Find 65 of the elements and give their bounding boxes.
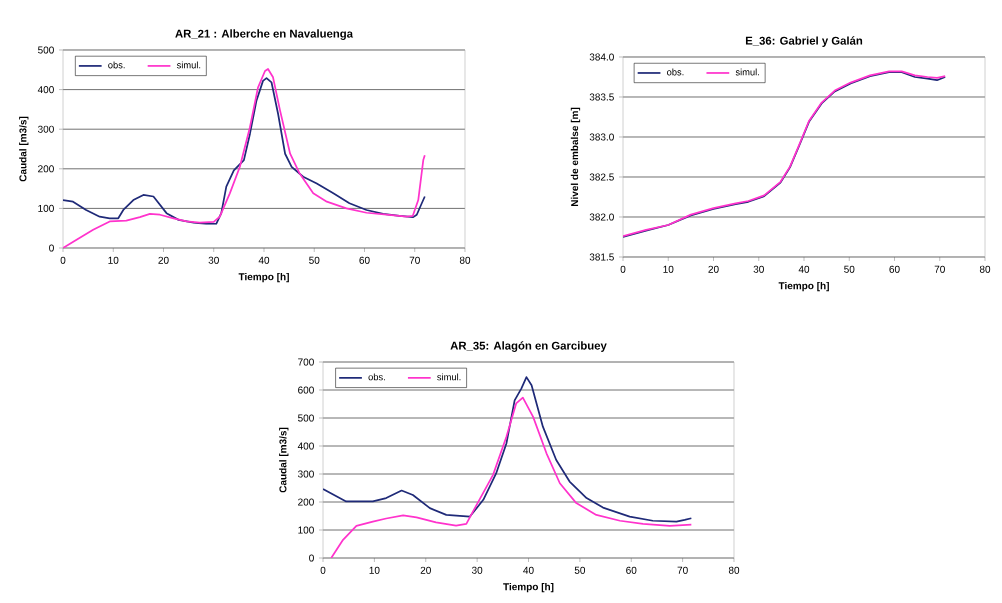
y-tick-label: 200 bbox=[38, 165, 54, 173]
line-series bbox=[330, 396, 693, 558]
y-tick-label: 100 bbox=[38, 204, 54, 212]
y-tick-label: 0 bbox=[49, 244, 54, 252]
y-tick-label: 500 bbox=[298, 414, 314, 422]
legend-label: obs. bbox=[368, 373, 385, 381]
x-tick-label: 20 bbox=[158, 256, 169, 264]
y-tick-label: 0 bbox=[309, 554, 314, 562]
y-tick-label: 200 bbox=[298, 498, 314, 506]
legend-label: simul. bbox=[735, 68, 759, 76]
x-tick-label: 50 bbox=[309, 256, 320, 264]
y-axis-title: Nivel de embalse [m] bbox=[570, 107, 581, 207]
x-tick-label: 10 bbox=[369, 566, 380, 574]
y-tick-label: 400 bbox=[37, 86, 54, 94]
y-tick-label: 100 bbox=[298, 526, 314, 534]
y-tick-label: 383.5 bbox=[589, 93, 614, 101]
x-tick-label: 50 bbox=[574, 566, 586, 574]
x-axis-title: Tiempo [h] bbox=[778, 281, 829, 292]
y-tick-label: 400 bbox=[297, 442, 314, 450]
x-tick-label: 70 bbox=[409, 256, 420, 264]
x-tick-label: 30 bbox=[753, 265, 764, 273]
x-tick-label: 80 bbox=[459, 256, 471, 264]
x-tick-label: 60 bbox=[889, 265, 900, 273]
legend-label: simul. bbox=[437, 373, 461, 381]
x-tick-label: 40 bbox=[258, 256, 270, 264]
x-tick-label: 80 bbox=[979, 265, 991, 273]
y-tick-label: 382.5 bbox=[589, 173, 614, 181]
y-tick-label: 383.0 bbox=[589, 133, 614, 141]
x-tick-label: 70 bbox=[677, 566, 688, 574]
legend-label: simul. bbox=[176, 61, 201, 69]
x-tick-label: 0 bbox=[60, 256, 66, 264]
x-tick-label: 80 bbox=[728, 566, 740, 574]
y-axis-title: Caudal [m3/s] bbox=[19, 116, 29, 182]
line-series bbox=[63, 77, 426, 225]
line-series bbox=[63, 68, 426, 248]
y-tick-label: 700 bbox=[298, 358, 314, 366]
legend-label: obs. bbox=[667, 68, 684, 76]
y-tick-label: 300 bbox=[37, 125, 54, 133]
y-tick-label: 600 bbox=[298, 386, 314, 394]
x-tick-label: 70 bbox=[934, 265, 945, 273]
chart-title: AR_21 : Alberche en Navaluenga bbox=[175, 29, 354, 40]
x-tick-label: 0 bbox=[620, 265, 626, 273]
x-tick-label: 40 bbox=[523, 566, 534, 574]
chart-title: AR_35: Alagón en Garcibuey bbox=[450, 341, 607, 352]
x-tick-label: 60 bbox=[626, 566, 637, 574]
x-tick-label: 10 bbox=[663, 265, 674, 273]
x-tick-label: 30 bbox=[208, 256, 219, 264]
y-tick-label: 384.0 bbox=[589, 53, 614, 61]
chart-title: E_36: Gabriel y Galán bbox=[745, 36, 863, 47]
y-axis-title: Caudal [m3/s] bbox=[279, 427, 289, 493]
x-tick-label: 20 bbox=[420, 566, 431, 574]
x-tick-label: 50 bbox=[844, 265, 855, 273]
x-axis-title: Tiempo [h] bbox=[503, 582, 554, 593]
legend-label: obs. bbox=[108, 61, 125, 69]
x-axis-title: Tiempo [h] bbox=[238, 272, 289, 283]
x-tick-label: 40 bbox=[798, 265, 810, 273]
x-tick-label: 20 bbox=[708, 265, 719, 273]
x-tick-label: 30 bbox=[471, 566, 483, 574]
y-tick-label: 300 bbox=[297, 470, 314, 478]
y-tick-label: 381.5 bbox=[589, 253, 614, 261]
y-tick-label: 382.0 bbox=[589, 213, 614, 221]
x-tick-label: 60 bbox=[359, 256, 370, 264]
x-tick-label: 10 bbox=[108, 256, 119, 264]
y-tick-label: 500 bbox=[38, 46, 54, 54]
x-tick-label: 0 bbox=[320, 566, 326, 574]
